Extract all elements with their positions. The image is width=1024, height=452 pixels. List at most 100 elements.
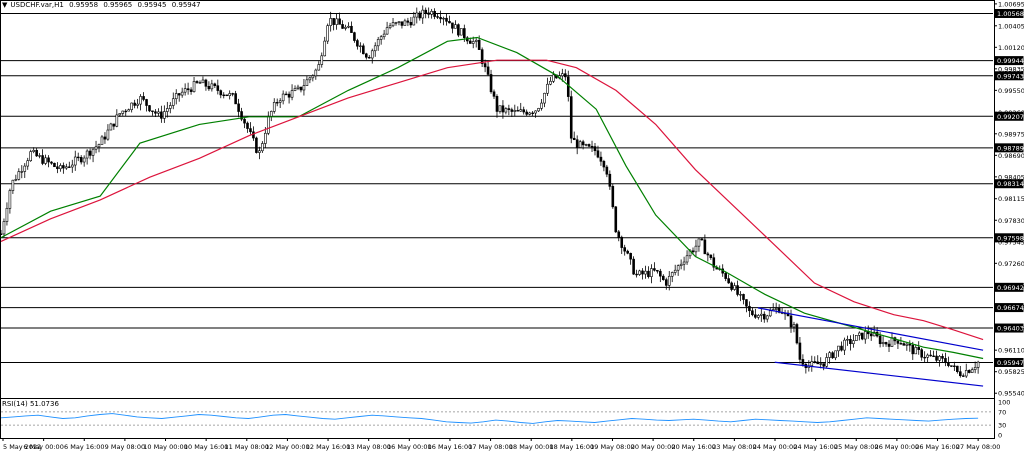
time-tick-label: 9 May 08:00	[105, 443, 145, 451]
candle-body	[703, 239, 707, 255]
candle-body	[41, 155, 44, 164]
candle-body	[32, 149, 35, 152]
level-label: 0.98314	[997, 180, 1024, 188]
level-label-box	[994, 282, 1024, 292]
candle-body	[406, 20, 410, 23]
candle-body	[762, 313, 766, 320]
candle-body	[590, 145, 594, 148]
main-pane-frame	[0, 0, 995, 399]
candle-body	[121, 110, 125, 114]
time-tick-label: 24 May 00:00	[753, 443, 798, 451]
price-tick-label: 1.00695	[998, 0, 1024, 8]
candle-body	[293, 88, 297, 91]
candle-body	[62, 165, 65, 169]
candle-body	[676, 265, 680, 271]
candle-body	[813, 361, 817, 363]
candle-body	[8, 190, 12, 209]
candle-body	[439, 17, 442, 20]
candle-body	[5, 207, 9, 222]
candle-body	[17, 171, 21, 180]
candle-body	[421, 9, 425, 19]
candle-body	[195, 81, 199, 83]
candle-body	[210, 83, 214, 90]
candle-body	[855, 334, 858, 341]
candlestick-series	[0, 5, 980, 378]
candle-body	[976, 361, 980, 368]
rsi-tick-label: 70	[998, 408, 1006, 416]
price-tick-label: 0.98115	[998, 195, 1024, 203]
candle-body	[938, 356, 941, 361]
level-label: 1.00568	[997, 10, 1024, 18]
candle-body	[186, 88, 190, 91]
candle-body	[451, 22, 454, 29]
candle-body	[82, 157, 86, 163]
candle-body	[881, 342, 885, 345]
candle-body	[79, 157, 83, 163]
rsi-label: RSI(14) 51.0736	[2, 400, 59, 408]
candle-body	[445, 17, 448, 22]
candle-body	[454, 24, 457, 29]
price-tick-label: 0.99835	[998, 65, 1024, 73]
candle-body	[727, 278, 730, 284]
candle-body	[118, 113, 122, 116]
candle-body	[266, 115, 270, 134]
trend-channel	[757, 307, 984, 387]
time-tick-label: 26 May 00:00	[875, 443, 920, 451]
price-tick-label: 0.97830	[998, 217, 1024, 225]
level-label: 0.96403	[997, 325, 1024, 333]
candle-body	[691, 250, 695, 253]
candle-body	[525, 111, 528, 115]
time-tick-label: 5 May 2022	[3, 443, 41, 451]
candle-body	[816, 361, 820, 365]
price-tick-label: 0.99550	[998, 87, 1024, 95]
candle-body	[534, 110, 537, 114]
candle-body	[385, 27, 389, 35]
candle-body	[382, 33, 386, 38]
candle-body	[507, 108, 511, 110]
candle-body	[243, 118, 246, 124]
header-open: 0.95958	[69, 1, 99, 9]
candle-body	[362, 45, 365, 55]
candle-body	[430, 10, 433, 15]
candle-body	[103, 136, 107, 140]
price-tick-label: 0.95540	[998, 390, 1024, 398]
candle-body	[474, 39, 478, 42]
candle-body	[329, 18, 332, 26]
candle-body	[88, 150, 92, 156]
candle-body	[724, 272, 727, 279]
candle-body	[106, 129, 110, 140]
candle-body	[584, 144, 588, 146]
candle-body	[611, 186, 615, 208]
candle-body	[831, 352, 834, 359]
candle-body	[290, 90, 294, 98]
candle-body	[148, 105, 151, 112]
candle-body	[207, 86, 211, 90]
candle-body	[748, 305, 751, 312]
price-tick-label: 0.98405	[998, 173, 1024, 181]
price-axis: 1.00695 1.00405 1.00120 0.99835 0.99550 0.992…	[994, 0, 1024, 398]
candle-body	[694, 245, 698, 253]
level-label-box	[994, 56, 1024, 66]
channel-lower-line	[774, 361, 984, 387]
candle-body	[168, 105, 172, 109]
candle-body	[483, 63, 487, 68]
candle-body	[801, 359, 805, 365]
candle-body	[513, 110, 517, 112]
time-tick-label: 16 May 00:00	[387, 443, 432, 451]
candle-body	[47, 157, 50, 163]
level-label-box	[994, 143, 1024, 153]
candle-body	[388, 25, 392, 29]
candle-body	[620, 236, 624, 248]
candle-body	[412, 16, 416, 26]
candle-body	[296, 86, 300, 89]
candle-body	[157, 111, 160, 114]
candle-body	[281, 93, 285, 102]
candle-body	[899, 343, 903, 345]
candle-body	[929, 354, 932, 357]
candle-body	[23, 165, 27, 172]
candle-body	[287, 93, 291, 98]
level-label-box	[994, 111, 1024, 121]
candle-body	[44, 157, 47, 164]
price-tick-label: 0.96110	[998, 347, 1024, 355]
